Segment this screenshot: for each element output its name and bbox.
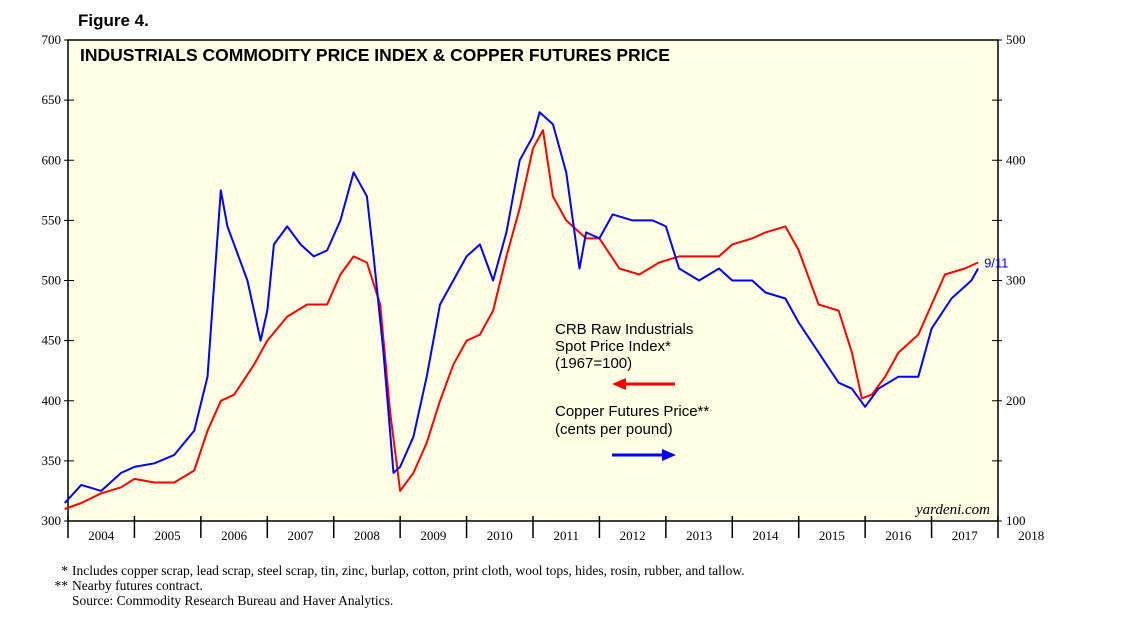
- footnote-mark: **: [54, 578, 69, 593]
- x-axis-tick-label: 2006: [221, 528, 248, 543]
- x-axis-tick-label: 2005: [155, 528, 181, 543]
- series-line-copper: [63, 111, 979, 504]
- right-axis-tick-label: 400: [1006, 152, 1026, 167]
- footnote-mark: *: [61, 563, 68, 578]
- x-axis-tick-label: 2007: [288, 528, 315, 543]
- end-date-label: 9/11: [984, 255, 1008, 270]
- left-axis-tick-label: 450: [42, 333, 62, 348]
- footnote-text: Nearby futures contract.: [72, 578, 203, 593]
- left-axis-tick-label: 300: [42, 513, 62, 528]
- chart-title: INDUSTRIALS COMMODITY PRICE INDEX & COPP…: [80, 45, 670, 65]
- left-axis-tick-label: 400: [42, 393, 62, 408]
- footnote-mark: [40, 593, 72, 608]
- x-axis-tick-label: 2018: [1018, 528, 1044, 543]
- x-axis-tick-label: 2017: [952, 528, 979, 543]
- left-axis-tick-label: 350: [42, 453, 62, 468]
- legend-label-crb: CRB Raw Industrials: [555, 321, 693, 338]
- x-axis-tick-label: 2013: [686, 528, 712, 543]
- left-axis-tick-label: 550: [42, 212, 62, 227]
- source-text: Source: Commodity Research Bureau and Ha…: [72, 593, 394, 608]
- legend-label-crb: Spot Price Index*: [555, 338, 671, 355]
- left-axis-tick-label: 600: [42, 152, 62, 167]
- x-axis-tick-label: 2008: [354, 528, 380, 543]
- right-axis-tick-label: 100: [1006, 513, 1026, 528]
- x-axis-tick-label: 2004: [88, 528, 115, 543]
- legend-label-copper: Copper Futures Price**: [555, 403, 709, 420]
- x-axis-tick-label: 2010: [487, 528, 513, 543]
- legend-label-copper: (cents per pound): [555, 421, 673, 438]
- source-note: Source: Commodity Research Bureau and Ha…: [40, 593, 745, 608]
- legend-arrowhead-copper: [662, 449, 676, 461]
- legend-arrowhead-crb: [612, 378, 626, 390]
- x-axis-tick-label: 2009: [420, 528, 446, 543]
- footnote-text: Includes copper scrap, lead scrap, steel…: [72, 563, 745, 578]
- left-axis-tick-label: 650: [42, 92, 62, 107]
- watermark: yardeni.com: [914, 502, 990, 518]
- series-line-crb: [64, 129, 979, 510]
- figure-label: Figure 4.: [78, 11, 149, 30]
- plot-area: [67, 39, 999, 522]
- footnote-2: ** Nearby futures contract.: [40, 578, 745, 593]
- right-axis-tick-label: 300: [1006, 273, 1026, 288]
- x-axis-tick-label: 2012: [620, 528, 646, 543]
- x-axis-tick-label: 2014: [753, 528, 780, 543]
- x-axis-tick-label: 2011: [553, 528, 579, 543]
- right-axis-tick-label: 500: [1006, 32, 1026, 47]
- x-axis-tick-label: 2016: [885, 528, 912, 543]
- x-axis-tick-label: 2015: [819, 528, 845, 543]
- footnotes: * Includes copper scrap, lead scrap, stee…: [40, 563, 745, 608]
- legend-label-crb: (1967=100): [555, 355, 632, 372]
- left-axis-tick-label: 500: [42, 273, 62, 288]
- right-axis-tick-label: 200: [1006, 393, 1026, 408]
- left-axis-tick-label: 700: [42, 32, 62, 47]
- footnote-1: * Includes copper scrap, lead scrap, stee…: [40, 563, 745, 578]
